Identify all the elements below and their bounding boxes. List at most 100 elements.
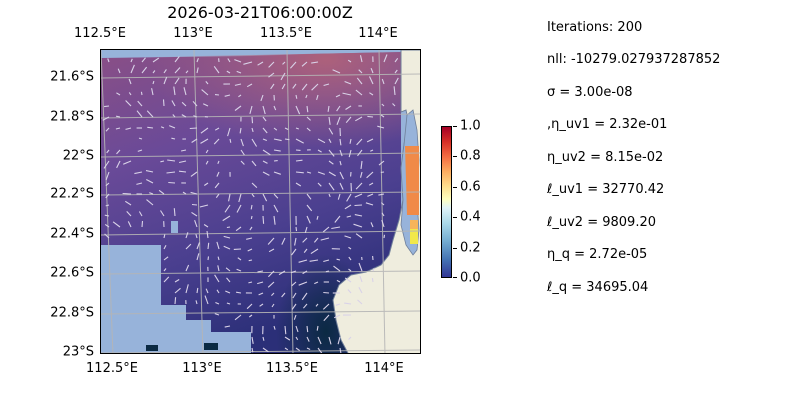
colorbar-tick-mark <box>453 156 457 157</box>
current-vector <box>147 126 154 129</box>
current-vector <box>229 138 232 143</box>
current-vector <box>257 281 264 285</box>
current-vector <box>262 160 268 164</box>
current-vector <box>174 67 181 74</box>
lon-tick-top-2: 113°E <box>173 26 213 41</box>
current-vector <box>248 259 253 262</box>
stat-eta-q: η_q = 2.72e-05 <box>547 247 648 262</box>
current-vector <box>257 61 264 66</box>
current-vector <box>205 81 209 85</box>
current-vector <box>190 191 198 195</box>
current-vector <box>284 347 289 351</box>
current-vector <box>172 114 176 118</box>
current-vector <box>196 67 199 74</box>
current-vector <box>344 80 352 85</box>
current-vector <box>359 55 363 63</box>
current-vector <box>205 160 209 165</box>
lat-tick-3: 22°S <box>62 148 94 164</box>
current-vector <box>181 101 187 107</box>
coastal-shallow-area <box>101 248 251 353</box>
current-vector <box>141 66 148 74</box>
current-vector <box>137 100 143 107</box>
current-vector <box>160 126 165 129</box>
current-vector <box>105 171 110 181</box>
map-panel[interactable] <box>100 49 421 354</box>
current-vector <box>369 76 374 85</box>
current-vector <box>202 103 209 107</box>
current-vector <box>203 224 209 228</box>
field-high-area <box>101 52 401 200</box>
current-vector <box>339 182 344 190</box>
current-vector <box>328 182 335 191</box>
current-vector <box>262 138 268 142</box>
current-vector <box>106 149 110 154</box>
current-vector <box>348 268 352 272</box>
current-vector <box>325 270 330 273</box>
current-vector <box>394 77 399 85</box>
current-vector <box>262 149 271 156</box>
colorbar-tick-mark <box>453 187 457 188</box>
current-vector <box>116 92 121 96</box>
lon-tick-top-1: 112.5°E <box>74 26 126 41</box>
current-vector <box>115 127 121 130</box>
current-vector <box>122 192 132 195</box>
current-vector <box>328 171 336 177</box>
current-vector <box>141 57 146 63</box>
current-vector <box>367 193 374 197</box>
current-vector <box>295 347 301 352</box>
current-vector <box>270 83 275 90</box>
stat-ell-uv1: ℓ_uv1 = 32770.42 <box>547 182 665 197</box>
current-vector <box>214 127 220 131</box>
current-vector <box>295 105 301 115</box>
field-low-area <box>251 200 351 353</box>
current-vector <box>226 277 231 283</box>
current-vector <box>236 291 242 294</box>
current-vector <box>190 171 198 177</box>
lat-tick-6: 22.6°S <box>50 265 94 281</box>
current-vector <box>295 226 298 232</box>
current-vectors <box>102 54 399 353</box>
colorbar <box>441 126 452 278</box>
current-vector <box>195 233 198 239</box>
current-vector <box>224 204 231 213</box>
current-vector <box>193 115 198 118</box>
current-vector <box>240 149 245 156</box>
current-vector <box>191 203 198 206</box>
current-vector <box>295 94 298 99</box>
current-vector <box>251 336 254 344</box>
current-vector <box>273 215 276 225</box>
current-vector <box>224 94 231 97</box>
current-vector <box>196 253 200 261</box>
graticule <box>101 50 420 353</box>
current-vector <box>301 61 308 67</box>
current-vector <box>126 211 132 217</box>
current-vector <box>116 160 121 169</box>
current-vector <box>217 256 220 261</box>
current-vector <box>196 58 199 63</box>
current-vector <box>226 302 231 305</box>
current-vector <box>262 336 265 341</box>
current-vector <box>322 226 330 233</box>
current-vector <box>337 193 341 200</box>
current-vector <box>258 292 264 296</box>
current-vector <box>317 171 325 175</box>
current-vector <box>342 92 352 96</box>
current-vector <box>335 94 341 98</box>
current-vector <box>281 292 286 298</box>
current-vector <box>381 103 385 107</box>
current-vector <box>178 170 187 173</box>
current-vector <box>185 70 189 74</box>
current-vector <box>370 67 374 74</box>
current-vector <box>282 61 286 65</box>
lon-tick-top-4: 114°E <box>358 26 398 41</box>
current-vector <box>381 212 385 217</box>
current-vector <box>163 76 168 85</box>
current-vector <box>358 262 363 272</box>
current-vector <box>348 149 352 158</box>
current-vector <box>104 105 110 108</box>
current-vector <box>310 248 319 255</box>
current-vector <box>149 192 154 195</box>
current-vector <box>181 114 187 118</box>
current-vector <box>237 257 242 261</box>
current-vector <box>152 80 155 85</box>
